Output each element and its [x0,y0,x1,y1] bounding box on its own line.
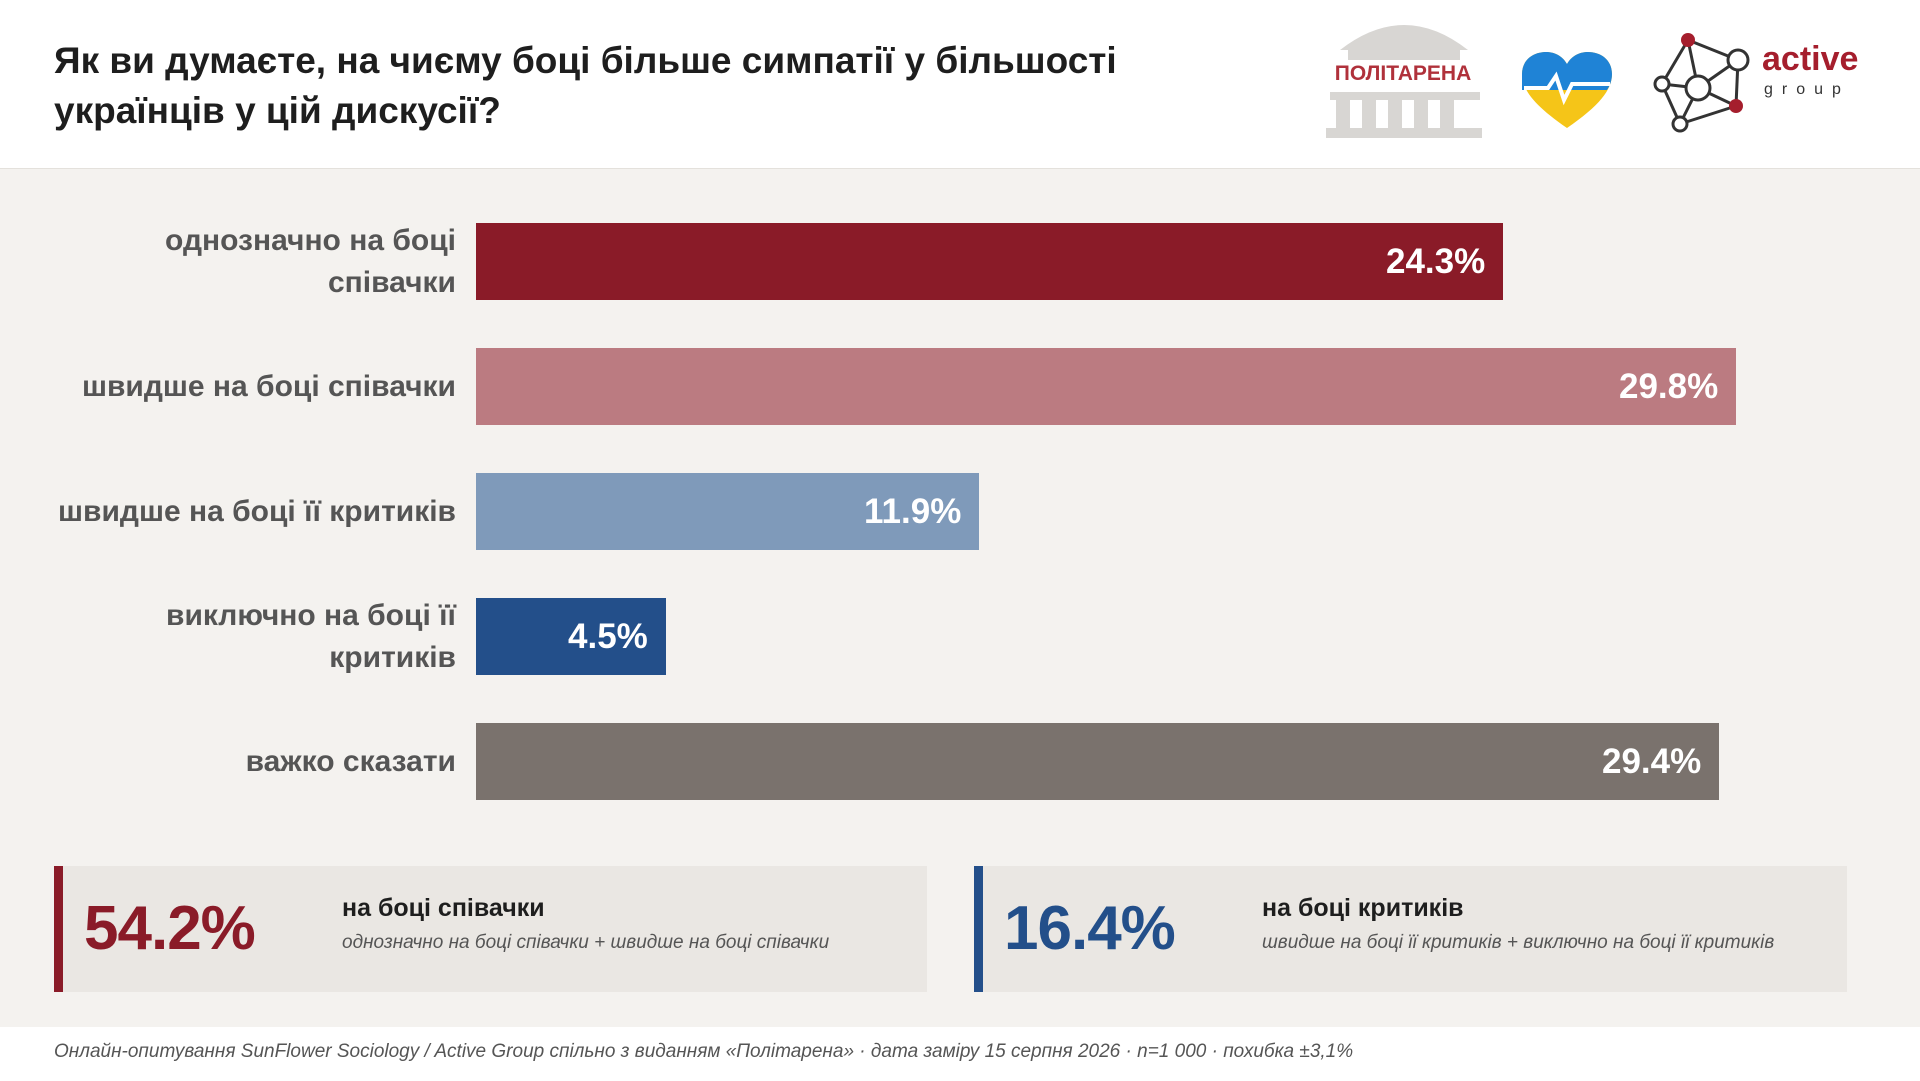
page-title: Як ви думаєте, на чиєму боці більше симп… [54,40,1117,131]
active-group-logo: active group [1653,33,1858,133]
summary-critics-subtitle: швидше на боці її критиків + виключно на… [1262,932,1775,953]
bar [476,598,666,675]
summary-critics-percent: 16.4% [1004,894,1176,963]
summary-singer-accent [54,866,63,992]
active-logo-text: active [1762,40,1858,78]
summary-critics-title: на боці критиків [1262,894,1464,922]
header: Як ви думаєте, на чиєму боці більше симп… [0,0,1920,169]
bar-category-label: виключно на боці її критиків [166,598,456,674]
summary-critics-accent [974,866,983,992]
group-logo-text: group [1764,81,1850,98]
bar-category-label: однозначно на боці співачки [165,223,456,299]
politarena-logo-text: ПОЛІТАРЕНА [1335,62,1472,85]
bar-category-label: швидше на боці її критиків [58,494,456,528]
bar-value-label: 29.4% [1602,742,1702,781]
bar-category-label: важко сказати [245,744,456,778]
bar [476,223,1503,300]
heart-icon [1522,52,1612,128]
bar [476,348,1736,425]
summary-singer-card: 54.2% на боці співачки однозначно на боц… [54,866,927,992]
bar-value-label: 4.5% [568,617,648,656]
bar-value-label: 11.9% [864,492,962,531]
summary-critics-card: 16.4% на боці критиків швидше на боці її… [974,866,1847,992]
bar-category-label: швидше на боці співачки [81,369,456,403]
footer: Онлайн-опитування SunFlower Sociology / … [0,1027,1920,1081]
logos: ПОЛІТАРЕНА [1326,25,1858,138]
bar-value-label: 29.8% [1619,367,1719,406]
summary-singer-percent: 54.2% [84,894,256,963]
politarena-logo: ПОЛІТАРЕНА [1326,25,1482,138]
bar [476,723,1719,800]
bar-value-label: 24.3% [1386,242,1486,281]
bar [476,473,979,550]
summary-singer-subtitle: однозначно на боці співачки + швидше на … [342,932,830,953]
summary-singer-title: на боці співачки [342,894,545,922]
source-footnote: Онлайн-опитування SunFlower Sociology / … [54,1041,1354,1062]
